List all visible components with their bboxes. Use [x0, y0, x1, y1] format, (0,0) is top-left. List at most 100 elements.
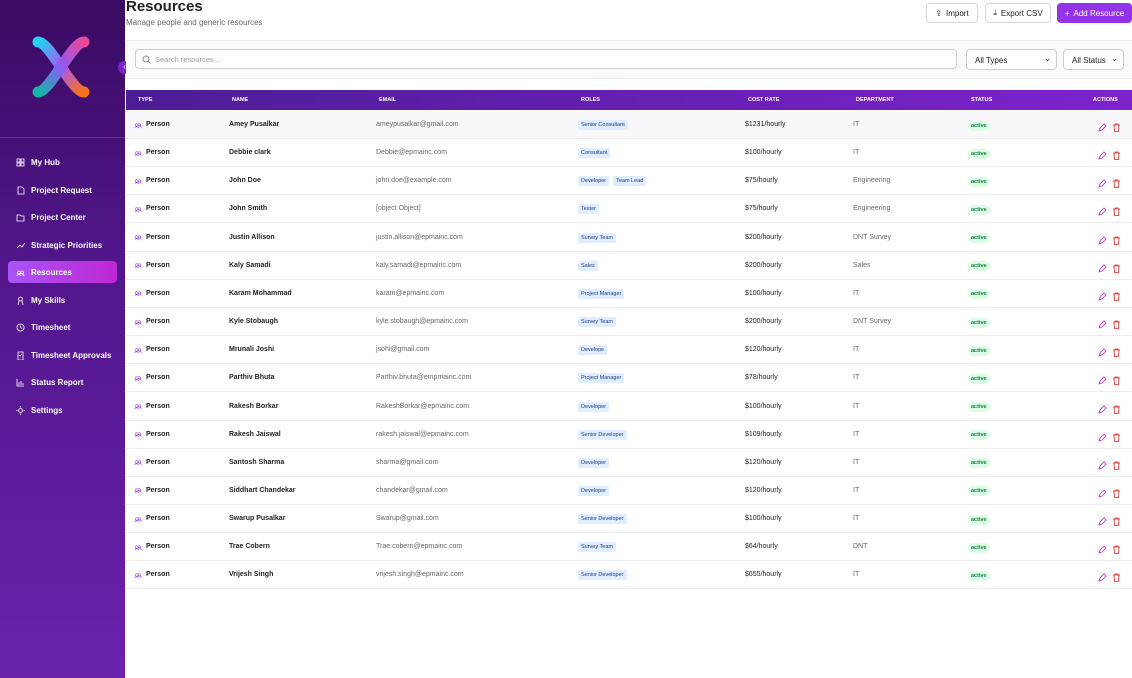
status-badge: active	[968, 430, 990, 440]
nav-item[interactable]: My Skills	[31, 296, 65, 305]
delete-button[interactable]	[1112, 457, 1121, 475]
department: IT	[853, 121, 859, 128]
role-badge: Develope	[578, 345, 607, 355]
delete-button[interactable]	[1112, 513, 1121, 531]
search-input[interactable]: Search resources...	[135, 49, 957, 69]
chevron: ⌄	[1044, 54, 1051, 63]
edit-button[interactable]	[1098, 147, 1107, 165]
person-icon	[134, 430, 142, 438]
search-placeholder: Search resources...	[155, 55, 220, 64]
edit-button[interactable]	[1098, 316, 1107, 334]
department: IT	[853, 374, 859, 381]
role-badge: Project Manager	[578, 373, 624, 383]
edit-button[interactable]	[1098, 372, 1107, 390]
type: Person	[146, 346, 170, 353]
name: Siddhart Chandekar	[229, 487, 296, 494]
nav-item[interactable]: Settings	[31, 406, 63, 415]
edit-button[interactable]	[1098, 569, 1107, 587]
nav-item[interactable]: Project Request	[31, 186, 92, 195]
type-icon	[134, 177, 142, 187]
delete-icon	[1112, 320, 1121, 329]
edit-button[interactable]	[1098, 232, 1107, 250]
cost-rate: $200/hourly	[745, 262, 782, 269]
email: rakesh.jaiswal@epmainc.com	[376, 431, 469, 438]
edit-button[interactable]	[1098, 344, 1107, 362]
nav-item[interactable]: Project Center	[31, 213, 86, 222]
add-button[interactable]: +Add Resource	[1057, 3, 1132, 23]
edit-button[interactable]	[1098, 485, 1107, 503]
status-badge: active	[968, 149, 990, 159]
roles: Develope	[578, 345, 607, 355]
name: Parthiv Bhuta	[229, 374, 275, 381]
department: Engineering	[853, 177, 890, 184]
role-badge: Sales	[578, 261, 598, 271]
delete-button[interactable]	[1112, 175, 1121, 193]
delete-button[interactable]	[1112, 569, 1121, 587]
nav-item[interactable]: My Hub	[31, 158, 60, 167]
role-badge: Tester	[578, 204, 599, 214]
type-icon	[134, 346, 142, 356]
nav-item[interactable]: Timesheet Approvals	[31, 351, 111, 360]
nav-icon	[16, 158, 25, 167]
delete-button[interactable]	[1112, 541, 1121, 559]
email: kyle.stobaugh@epmainc.com	[376, 318, 468, 325]
edit-button[interactable]	[1098, 457, 1107, 475]
icon: ⇪	[935, 9, 942, 18]
nav-item[interactable]: Timesheet	[31, 323, 70, 332]
delete-button[interactable]	[1112, 232, 1121, 250]
delete-button[interactable]	[1112, 147, 1121, 165]
delete-button[interactable]	[1112, 401, 1121, 419]
cost-rate: $100/hourly	[745, 290, 782, 297]
nav-item[interactable]: Status Report	[31, 378, 83, 387]
delete-button[interactable]	[1112, 316, 1121, 334]
nav-item[interactable]: Strategic Priorities	[31, 241, 102, 250]
delete-icon	[1112, 236, 1121, 245]
role-badge: Senior Developer	[578, 430, 627, 440]
type: Person	[146, 234, 170, 241]
search-icon	[142, 55, 151, 64]
import-button[interactable]: ⇪ Import	[926, 3, 978, 23]
edit-button[interactable]	[1098, 119, 1107, 137]
delete-button[interactable]	[1112, 372, 1121, 390]
department: DNT Survey	[853, 318, 891, 325]
delete-button[interactable]	[1112, 260, 1121, 278]
roles: Developer	[578, 402, 609, 412]
delete-icon	[1112, 517, 1121, 526]
type-icon	[134, 430, 142, 440]
department: Sales	[853, 262, 871, 269]
delete-button[interactable]	[1112, 203, 1121, 221]
delete-button[interactable]	[1112, 429, 1121, 447]
role-badge: Survey Team	[578, 542, 616, 552]
delete-button[interactable]	[1112, 485, 1121, 503]
nav-item[interactable]: Resources	[31, 268, 72, 277]
roles: Survey Team	[578, 542, 616, 552]
status-badge: active	[968, 121, 990, 131]
status-filter[interactable]: All Status⌄	[1063, 49, 1124, 70]
edit-button[interactable]	[1098, 260, 1107, 278]
delete-button[interactable]	[1112, 119, 1121, 137]
edit-button[interactable]	[1098, 288, 1107, 306]
department: IT	[853, 431, 859, 438]
edit-button[interactable]	[1098, 203, 1107, 221]
person-icon	[134, 233, 142, 241]
edit-button[interactable]	[1098, 429, 1107, 447]
department: IT	[853, 571, 859, 578]
status-badge: active	[968, 543, 990, 553]
type: Person	[146, 515, 170, 522]
edit-button[interactable]	[1098, 513, 1107, 531]
edit-button[interactable]	[1098, 175, 1107, 193]
label: Import	[946, 9, 969, 18]
delete-button[interactable]	[1112, 344, 1121, 362]
email: chandekar@gmail.com	[376, 487, 448, 494]
type-filter[interactable]: All Types⌄	[966, 49, 1057, 70]
edit-button[interactable]	[1098, 541, 1107, 559]
export-button[interactable]: ⤓Export CSV	[985, 3, 1051, 23]
cost-rate: $120/hourly	[745, 459, 782, 466]
delete-button[interactable]	[1112, 288, 1121, 306]
email: jsohi@gmail.com	[376, 346, 429, 353]
edit-button[interactable]	[1098, 401, 1107, 419]
edit-icon	[1098, 264, 1107, 273]
email: kaly.samadi@epmainc.com	[376, 262, 461, 269]
type-icon	[134, 261, 142, 271]
